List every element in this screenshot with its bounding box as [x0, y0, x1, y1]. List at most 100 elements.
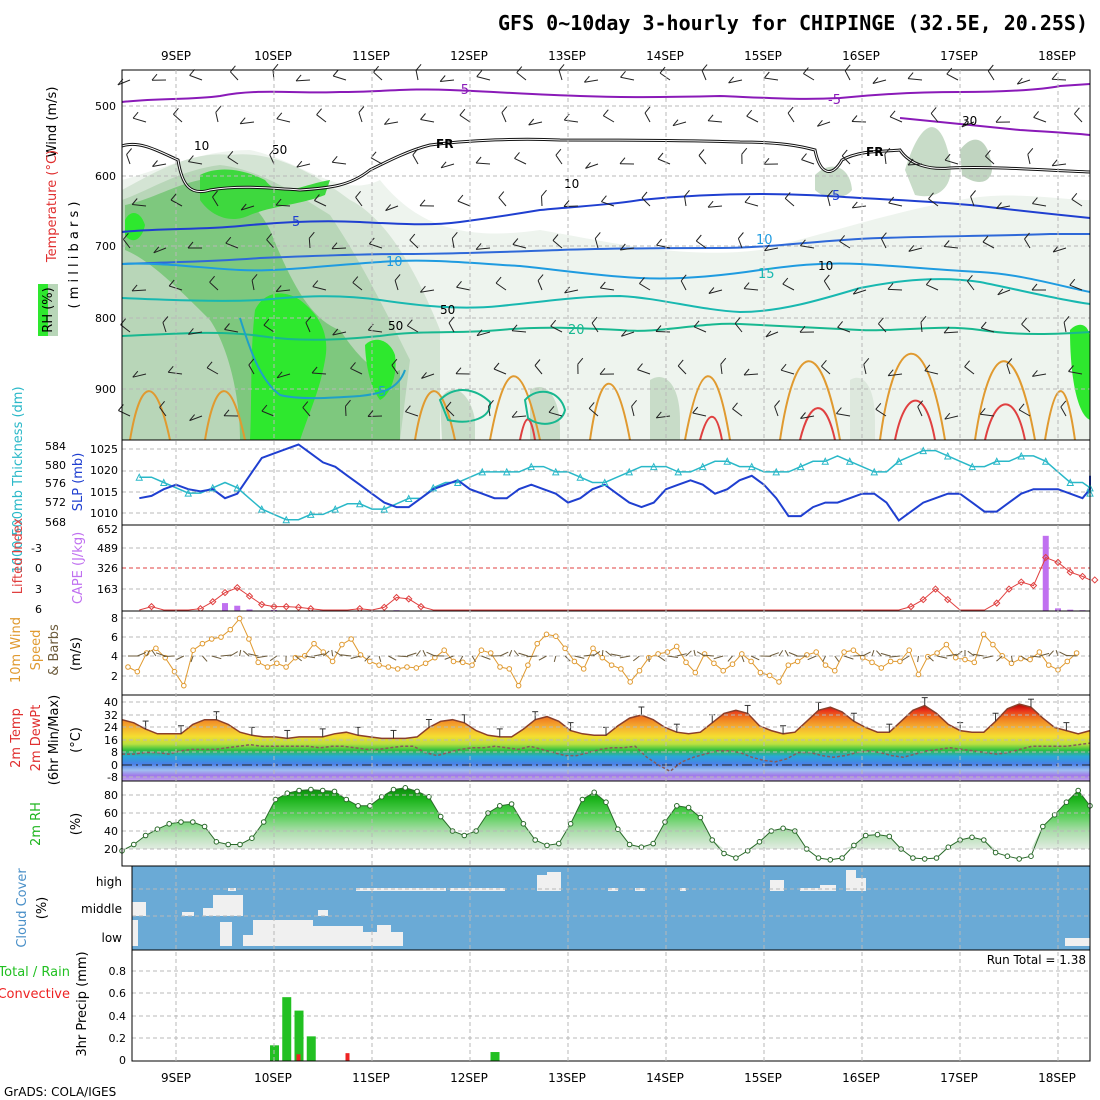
wind-barb — [851, 121, 867, 123]
wind-barb — [944, 246, 959, 249]
temp-tick: 24 — [104, 721, 118, 734]
wind-barb — [800, 415, 815, 419]
wind-barb — [657, 158, 671, 165]
wind-barb — [888, 202, 903, 207]
wind-barb — [672, 121, 687, 127]
wind-barb — [242, 650, 250, 657]
rh-point — [839, 855, 845, 861]
wind-speed-point — [990, 641, 996, 648]
wind-barb — [420, 119, 435, 123]
wind-barb-flag — [534, 359, 541, 366]
wind-barb — [1069, 284, 1083, 291]
wind-barb — [332, 161, 347, 165]
wind-barb — [457, 200, 471, 207]
thickness-tick: 580 — [45, 459, 66, 472]
rh-point — [921, 856, 928, 862]
cloud-axis-label: Cloud Cover — [15, 868, 30, 948]
wind-barb — [152, 163, 167, 167]
pressure-series — [135, 443, 1094, 524]
wind-barb-flag — [655, 411, 662, 419]
wind-speed-point — [478, 647, 485, 654]
wind-barb-flag — [641, 191, 648, 199]
wind-barb-flag — [151, 73, 158, 81]
wind-barb — [312, 286, 327, 291]
wind-barb — [944, 331, 959, 334]
wind-barb-flag — [803, 67, 809, 74]
wind-barb-flag — [672, 119, 679, 127]
wind-barb — [501, 112, 507, 123]
top-day-label: 9SEP — [161, 49, 191, 63]
wind-barb-flag — [961, 120, 968, 128]
wind-barb — [163, 655, 175, 657]
wind-barb-flag — [528, 118, 535, 126]
wind-barb — [692, 412, 707, 417]
wind-barb-flag — [928, 192, 934, 200]
wind-barb-flag — [212, 190, 218, 198]
wind-barb — [584, 79, 599, 83]
wind-barb-flag — [550, 319, 557, 327]
wind-barb — [657, 655, 666, 662]
wind-barb — [397, 655, 409, 658]
wind-barb-flag — [1063, 315, 1070, 323]
rh-point — [296, 787, 302, 794]
temp-tick: 40 — [104, 696, 118, 709]
thickness-point — [625, 467, 634, 476]
wind-speed-point — [915, 671, 922, 678]
rh-point — [1040, 823, 1046, 830]
wind-barb — [1039, 652, 1050, 657]
lifted-index-point — [392, 593, 401, 602]
wind-barb — [378, 655, 382, 663]
wind-barb — [132, 204, 147, 207]
wind-barb — [946, 73, 959, 81]
wind-barb-flag — [225, 236, 232, 244]
wind-barb-flag — [601, 195, 607, 203]
lifted-index-point — [919, 595, 927, 604]
wind-barb-flag — [821, 359, 827, 367]
wind-barb-flag — [501, 106, 508, 113]
wind-speed-point — [460, 659, 466, 666]
bottom-day-label: 15SEP — [744, 1071, 782, 1085]
wind-barb — [251, 280, 255, 291]
wind-barb-flag — [394, 274, 401, 281]
wind-barb-flag — [1069, 278, 1076, 286]
wind-barb — [230, 651, 238, 657]
wind-barb — [980, 413, 995, 417]
temp-contour-10 — [121, 259, 1091, 293]
wind-barb — [601, 201, 615, 207]
cloud-level-high: high — [96, 875, 122, 889]
wind-speed-point — [925, 653, 931, 660]
wind-speed-point — [897, 658, 903, 665]
wind-barb-flag — [693, 320, 700, 328]
wind-barb — [1068, 371, 1083, 375]
wind-barb — [878, 323, 887, 333]
temp-contour-mid — [438, 389, 567, 425]
rh-tick: 80 — [104, 789, 118, 802]
wind-barb — [350, 655, 361, 659]
wind-barb — [564, 289, 579, 294]
wind-barb-flag — [251, 273, 258, 281]
precip-total-bar — [294, 1010, 304, 1061]
wind-barb — [1006, 364, 1011, 375]
wind-barb — [1032, 373, 1047, 377]
rh-point — [508, 801, 515, 807]
lifted-index-point — [245, 592, 254, 600]
rh-label: 10 — [564, 177, 579, 191]
upper-side-labels: ( m i l l i b a r s ) Wind (m/s) Tempera… — [38, 87, 82, 336]
thickness-point — [600, 478, 609, 486]
wind-barb-flag — [800, 412, 806, 419]
convection-panel: -3 0 3 6 652 489 326 163 Lifted Index CA… — [11, 517, 1099, 616]
wind-barb-flag — [541, 189, 547, 197]
wind-barb-flag — [118, 404, 124, 411]
wind-barb — [696, 240, 707, 249]
wind-speed-point — [971, 659, 978, 666]
wind-barb-flag — [764, 244, 770, 252]
temp-tick: 0 — [111, 759, 118, 772]
wind-barb — [257, 655, 268, 659]
wind-barb-flag — [907, 158, 914, 166]
wind-barb — [823, 280, 831, 291]
pressure-left-ticks: 584 580 576 572 568 — [45, 440, 66, 529]
wind-barb — [276, 373, 291, 379]
upper-contour-labels: -5 -5 FR FR 10 10 5 5 15 20 5 10 50 10 5… — [194, 83, 977, 400]
wind-speed-point — [525, 662, 531, 668]
wind-barb-flag — [558, 64, 565, 71]
